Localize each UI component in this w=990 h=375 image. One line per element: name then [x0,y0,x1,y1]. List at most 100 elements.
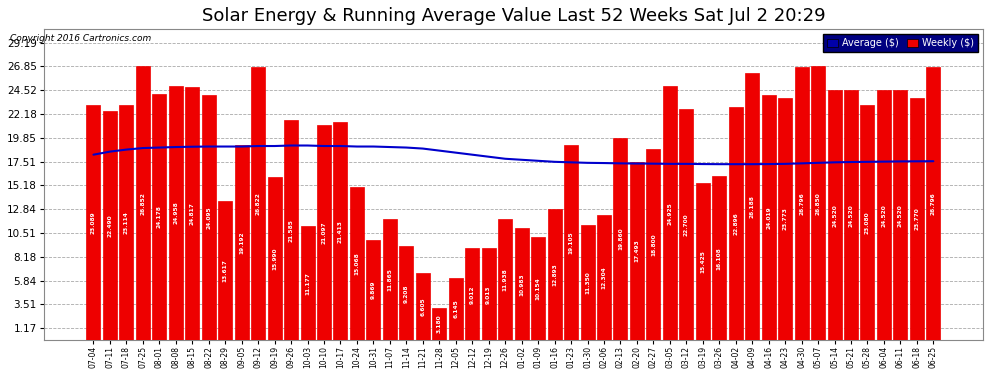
Text: 10.154: 10.154 [536,277,541,300]
Bar [910,98,924,340]
Text: 24.817: 24.817 [190,202,195,225]
Bar [877,90,891,340]
Bar [597,215,611,340]
Text: 11.177: 11.177 [305,272,310,295]
Text: 15.990: 15.990 [272,248,277,270]
Bar [828,90,842,340]
Text: 24.520: 24.520 [898,204,903,226]
Text: 23.080: 23.080 [865,211,870,234]
Text: 22.700: 22.700 [684,213,689,236]
Text: 21.585: 21.585 [288,219,294,242]
Text: 17.493: 17.493 [635,240,640,262]
Bar [284,120,298,340]
Bar [120,105,134,340]
Bar [646,148,660,340]
Bar [679,109,693,340]
Text: 18.800: 18.800 [650,233,656,256]
Text: 21.097: 21.097 [322,221,327,244]
Text: 24.925: 24.925 [667,202,672,225]
Text: 11.350: 11.350 [585,271,590,294]
Bar [515,228,529,340]
Bar [366,240,380,340]
Text: 24.520: 24.520 [848,204,853,226]
Bar [531,237,545,340]
Bar [761,95,776,340]
Bar [103,111,117,340]
Text: 24.520: 24.520 [832,204,838,226]
Text: 26.850: 26.850 [816,192,821,215]
Bar [663,86,677,340]
Bar [778,98,792,340]
Bar [136,66,149,340]
Bar [235,145,248,340]
Bar [185,87,199,340]
Bar [696,183,710,340]
Bar [218,201,233,340]
Bar [334,122,347,340]
Bar [251,67,265,340]
Text: 15.068: 15.068 [354,252,359,275]
Text: 23.773: 23.773 [783,208,788,231]
Text: 13.617: 13.617 [223,260,228,282]
Text: 21.413: 21.413 [338,220,343,243]
Text: 24.019: 24.019 [766,207,771,229]
Bar [202,94,216,340]
Text: 23.114: 23.114 [124,211,129,234]
Legend: Average ($), Weekly ($): Average ($), Weekly ($) [823,34,978,52]
Text: 24.178: 24.178 [156,206,161,228]
Bar [860,105,874,340]
Bar [498,219,512,340]
Bar [630,162,644,340]
Bar [169,86,183,340]
Text: 19.105: 19.105 [568,231,573,254]
Bar [580,225,595,340]
Bar [811,66,825,340]
Text: 24.520: 24.520 [881,204,886,226]
Text: 23.770: 23.770 [915,208,920,231]
Text: 9.869: 9.869 [371,281,376,299]
Title: Solar Energy & Running Average Value Last 52 Weeks Sat Jul 2 20:29: Solar Energy & Running Average Value Las… [202,7,826,25]
Bar [927,67,940,340]
Bar [547,209,561,340]
Text: 22.896: 22.896 [734,212,739,235]
Bar [448,278,462,340]
Text: 6.605: 6.605 [421,297,426,316]
Text: 26.188: 26.188 [749,195,754,218]
Bar [745,73,759,340]
Bar [795,67,809,340]
Text: 22.490: 22.490 [108,214,113,237]
Text: 11.938: 11.938 [503,268,508,291]
Bar [893,90,908,340]
Text: 26.852: 26.852 [141,192,146,215]
Text: 24.958: 24.958 [173,202,178,224]
Bar [301,226,315,340]
Bar [349,187,364,340]
Bar [564,146,578,340]
Text: 26.796: 26.796 [931,192,936,215]
Text: Copyright 2016 Cartronics.com: Copyright 2016 Cartronics.com [10,34,151,43]
Text: 9.012: 9.012 [469,285,475,303]
Text: 10.983: 10.983 [519,273,524,296]
Bar [86,105,100,340]
Bar [482,248,496,340]
Text: 6.145: 6.145 [453,300,458,318]
Text: 12.893: 12.893 [552,263,557,286]
Bar [614,138,628,340]
Bar [383,219,397,340]
Text: 26.796: 26.796 [799,192,804,215]
Text: 3.180: 3.180 [437,315,442,333]
Text: 19.192: 19.192 [240,231,245,254]
Text: 15.425: 15.425 [700,250,705,273]
Text: 19.860: 19.860 [618,228,623,251]
Text: 12.304: 12.304 [602,266,607,289]
Bar [844,90,858,340]
Text: 24.095: 24.095 [206,206,211,229]
Bar [465,248,479,340]
Bar [416,273,430,340]
Bar [399,246,414,340]
Bar [152,94,166,340]
Text: 26.822: 26.822 [255,192,260,215]
Text: 9.208: 9.208 [404,284,409,303]
Text: 23.089: 23.089 [91,211,96,234]
Text: 9.013: 9.013 [486,285,491,303]
